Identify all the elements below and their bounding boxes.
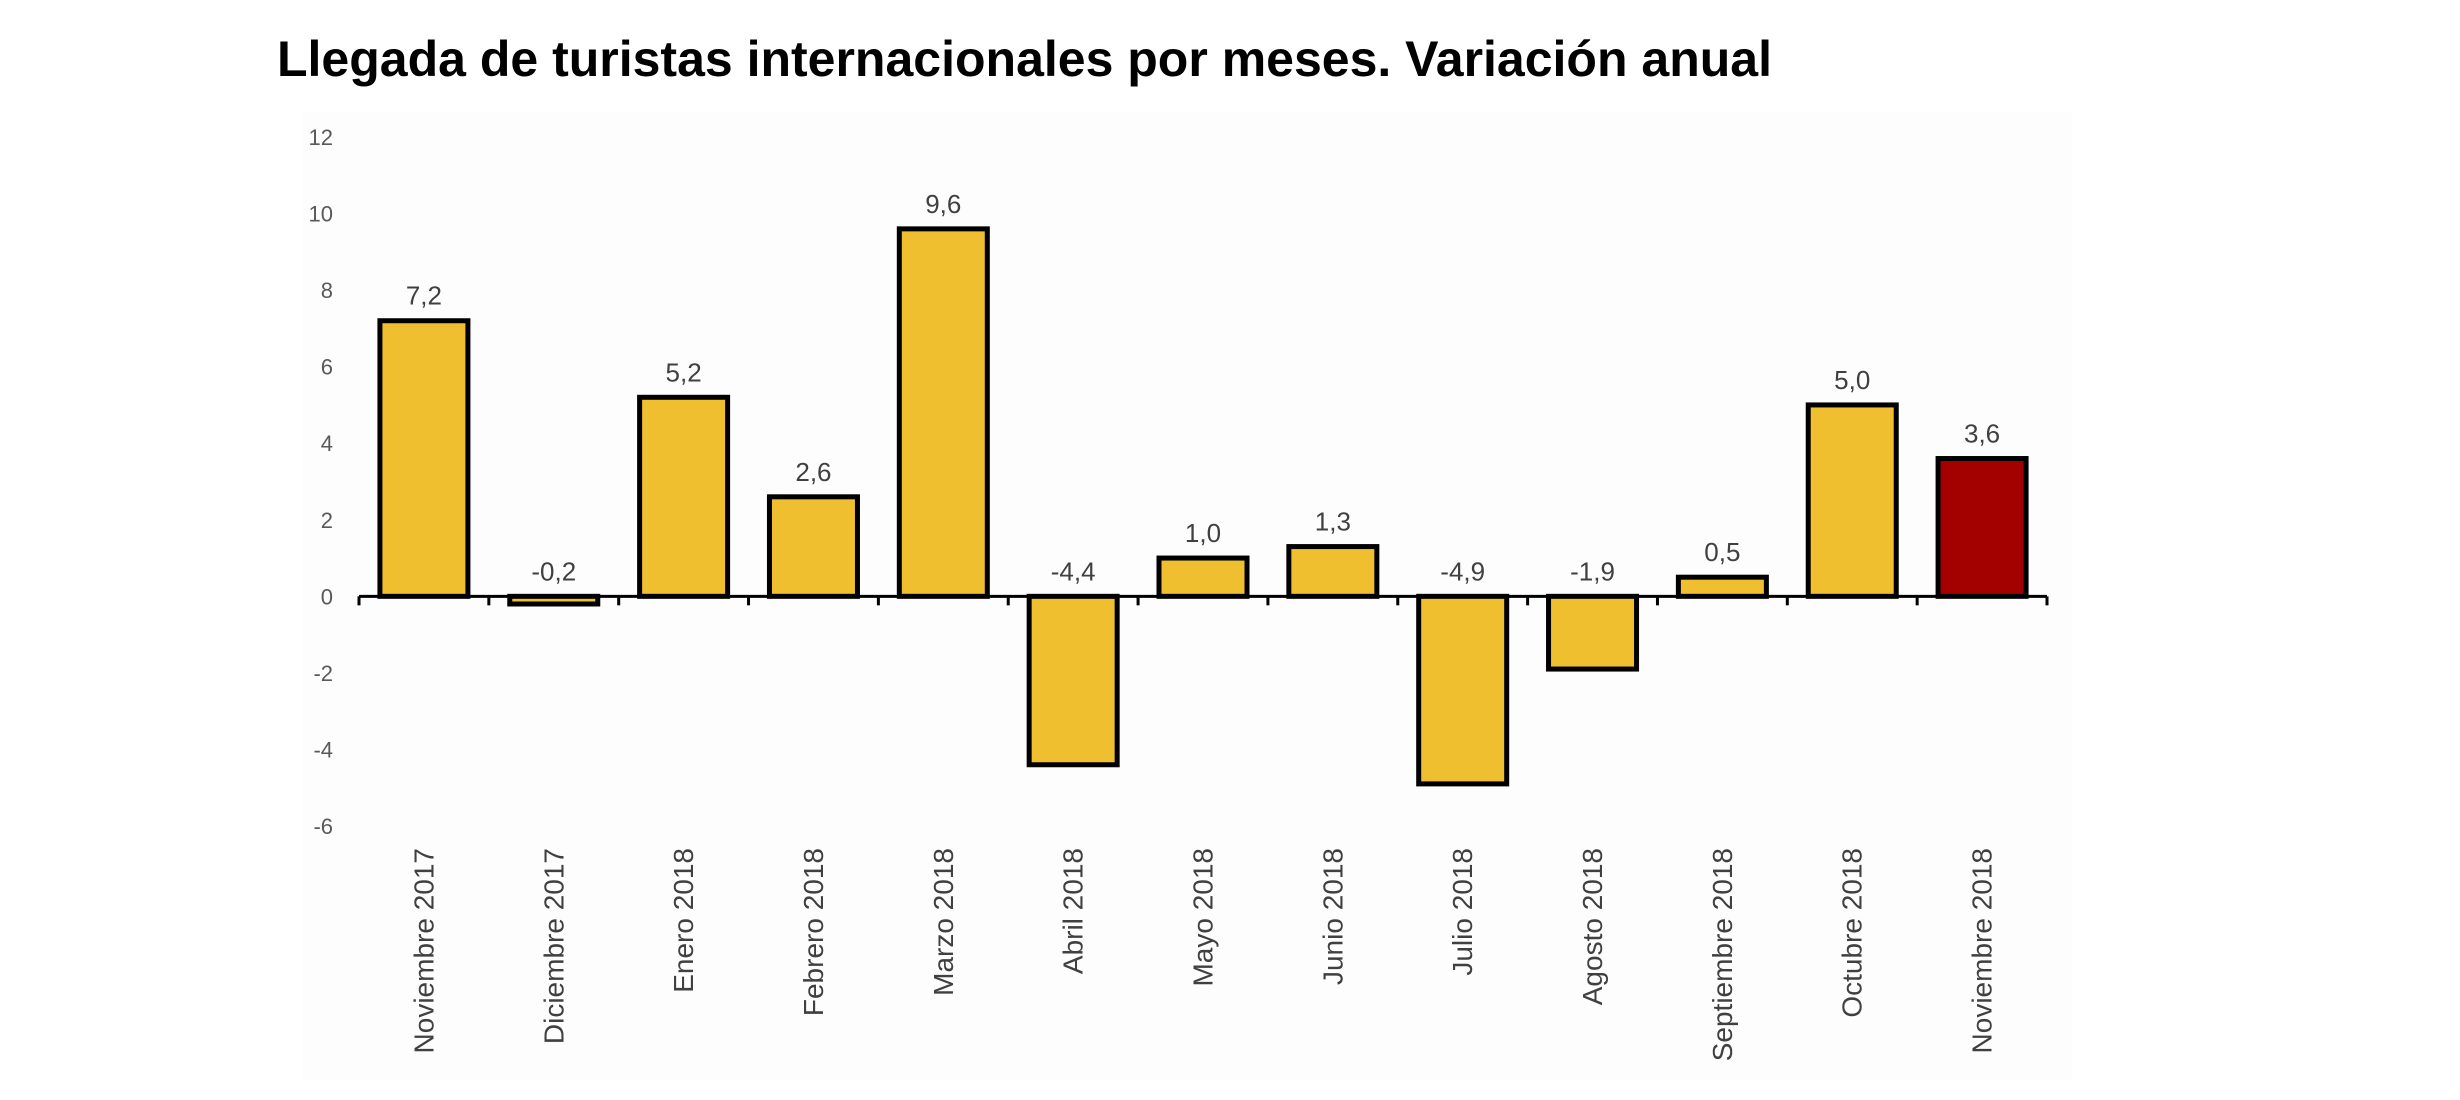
x-tick-label: Marzo 2018 xyxy=(928,848,959,996)
y-tick-label: 6 xyxy=(321,355,333,380)
y-tick-label: 12 xyxy=(309,125,333,150)
data-label: 7,2 xyxy=(406,281,442,311)
bar xyxy=(637,394,731,599)
bar xyxy=(1026,593,1120,768)
data-label: 0,5 xyxy=(1704,537,1740,567)
y-tick-label: 10 xyxy=(309,202,333,227)
x-tick-label: Mayo 2018 xyxy=(1188,848,1219,987)
bar xyxy=(1675,574,1769,599)
x-tick-label: Junio 2018 xyxy=(1317,848,1348,985)
x-tick-label: Abril 2018 xyxy=(1058,848,1089,974)
x-axis-labels: Noviembre 2017 Diciembre 2017 Enero 2018 Fe… xyxy=(408,848,1997,1061)
data-label: 3,6 xyxy=(1964,419,2000,449)
data-label: 1,0 xyxy=(1185,518,1221,548)
x-tick-label: Diciembre 2017 xyxy=(538,848,569,1044)
data-label: -1,9 xyxy=(1570,556,1615,586)
data-label: 2,6 xyxy=(795,457,831,487)
data-label: -0,2 xyxy=(531,556,576,586)
chart-title: Llegada de turistas internacionales por … xyxy=(277,31,1772,87)
y-tick-label: 2 xyxy=(321,508,333,533)
bar xyxy=(1935,456,2029,599)
y-tick-label: 0 xyxy=(321,584,333,609)
data-label: -4,4 xyxy=(1051,556,1096,586)
bar xyxy=(1156,555,1250,599)
x-tick-label: Noviembre 2018 xyxy=(1967,848,1998,1053)
y-axis-ticks: 12 10 8 6 4 2 0 -2 -4 -6 xyxy=(309,125,333,839)
x-axis xyxy=(357,594,2049,606)
y-tick-label: -6 xyxy=(313,814,333,839)
bars xyxy=(377,226,2029,787)
x-tick-label: Noviembre 2017 xyxy=(408,848,439,1053)
bar xyxy=(1546,593,1640,672)
x-tick-label: Octubre 2018 xyxy=(1837,848,1868,1018)
data-label: 5,2 xyxy=(666,357,702,387)
data-label: 9,6 xyxy=(925,189,961,219)
x-tick-label: Febrero 2018 xyxy=(798,848,829,1016)
y-tick-label: -4 xyxy=(313,737,333,762)
bar xyxy=(766,494,860,599)
bar xyxy=(1805,402,1899,599)
x-tick-label: Julio 2018 xyxy=(1447,848,1478,976)
bar xyxy=(896,226,990,599)
bar xyxy=(1286,544,1380,599)
y-tick-label: 8 xyxy=(321,278,333,303)
x-tick-label: Septiembre 2018 xyxy=(1707,848,1738,1061)
data-label: -4,9 xyxy=(1440,556,1485,586)
y-tick-label: 4 xyxy=(321,431,333,456)
data-label: 5,0 xyxy=(1834,365,1870,395)
bar xyxy=(1416,593,1510,787)
data-label: 1,3 xyxy=(1315,507,1351,537)
y-tick-label: -2 xyxy=(313,661,333,686)
x-tick-label: Agosto 2018 xyxy=(1577,848,1608,1005)
x-tick-label: Enero 2018 xyxy=(668,848,699,993)
data-labels: 7,2 -0,2 5,2 2,6 9,6 -4,4 1,0 1,3 -4,9 -1,9 0,5 5,0… xyxy=(406,189,2000,586)
bar xyxy=(377,318,471,599)
